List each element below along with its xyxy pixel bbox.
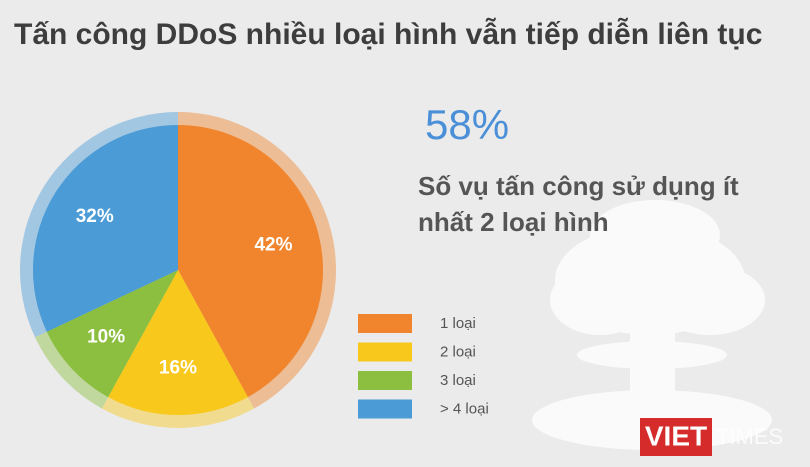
- slice: [32, 125, 178, 332]
- slice: [46, 270, 178, 398]
- highlight-text: Số vụ tấn công sử dụng ít nhất 2 loại hì…: [418, 171, 739, 237]
- value-label: 16%: [159, 358, 197, 379]
- value-label: 42%: [254, 234, 292, 255]
- slice: [108, 270, 248, 415]
- value-label: 10%: [87, 327, 125, 348]
- highlight-box: Số vụ tấn công sử dụng ít nhất 2 loại hì…: [418, 171, 739, 237]
- mushroom-cloud: [532, 200, 772, 450]
- legend-swatch: [358, 314, 412, 333]
- highlight-value: 58%: [425, 101, 509, 148]
- logo-text: TIMES: [716, 424, 783, 449]
- legend-swatch: [358, 342, 412, 362]
- legend-label: > 4 loại: [440, 400, 489, 417]
- legend-swatch: [358, 399, 412, 419]
- legend-label: 1 loại: [440, 315, 476, 332]
- logo-box: [640, 418, 712, 456]
- legend-label: 3 loại: [440, 372, 476, 389]
- logo-text: VIET: [645, 420, 707, 451]
- value-label: 32%: [76, 206, 114, 227]
- slice: [178, 125, 324, 398]
- chart-title: Tấn công DDoS nhiều loại hình vẫn tiếp d…: [14, 17, 762, 51]
- legend-swatch: [358, 371, 412, 390]
- legend-label: 2 loại: [440, 343, 476, 360]
